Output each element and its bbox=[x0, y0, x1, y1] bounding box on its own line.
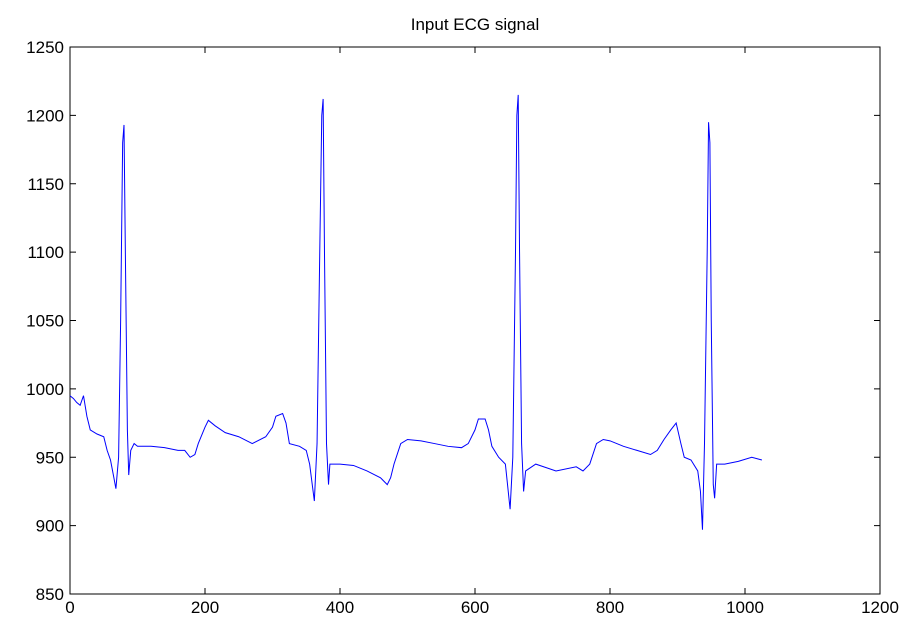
line-series bbox=[69, 94, 763, 530]
plot-area bbox=[69, 46, 881, 595]
y-tick-label: 1000 bbox=[26, 380, 64, 399]
y-tick-label: 1150 bbox=[27, 175, 64, 194]
x-tick-label: 1200 bbox=[861, 598, 899, 617]
y-tick-label: 1050 bbox=[26, 312, 64, 331]
x-tick-label: 200 bbox=[191, 598, 219, 617]
x-tick-label: 400 bbox=[326, 598, 354, 617]
y-tick-label: 1250 bbox=[26, 38, 64, 57]
y-tick-label: 1100 bbox=[27, 243, 64, 262]
x-tick-label: 0 bbox=[65, 598, 74, 617]
y-tick-label: 950 bbox=[36, 448, 64, 467]
y-tick-label: 850 bbox=[36, 585, 64, 604]
x-tick-label: 1000 bbox=[726, 598, 764, 617]
chart-title: Input ECG signal bbox=[411, 15, 540, 34]
y-tick-label: 900 bbox=[36, 517, 64, 536]
x-tick-label: 800 bbox=[596, 598, 624, 617]
x-tick-label: 600 bbox=[461, 598, 489, 617]
y-tick-label: 1200 bbox=[26, 106, 64, 125]
